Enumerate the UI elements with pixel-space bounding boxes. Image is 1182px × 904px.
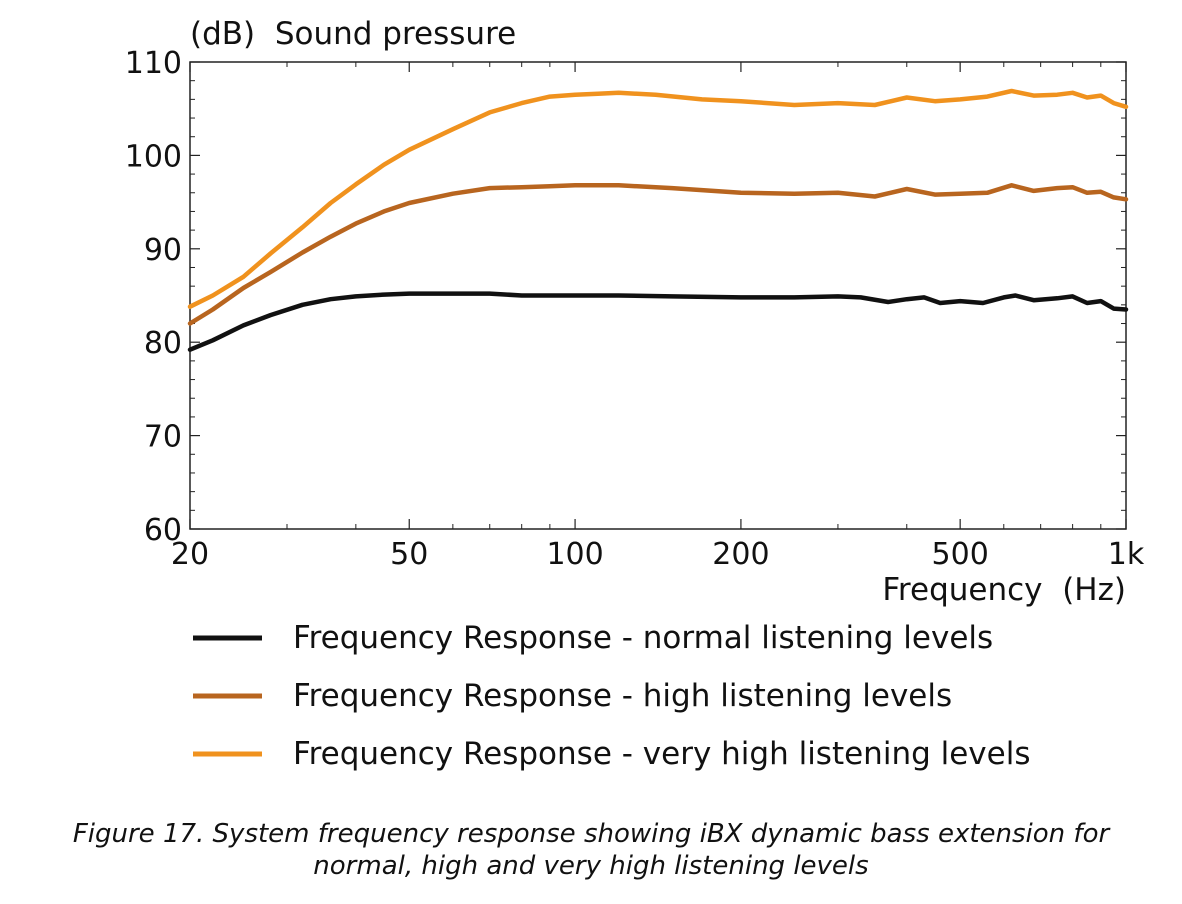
- y-tick-label: 80: [144, 326, 182, 361]
- x-axis-ticks: 20 50 100 200 500 1k: [171, 62, 1145, 572]
- legend-label-3: Frequency Response - very high listening…: [293, 736, 1031, 772]
- series-line-1: [187, 291, 1129, 352]
- y-tick-label: 70: [144, 420, 182, 455]
- x-tick-label: 100: [546, 537, 603, 572]
- frequency-response-chart: 60 70 80 90 100 110 20 50 100 200 500 1k (dB) Soun…: [125, 16, 1145, 772]
- legend-label-2: Frequency Response - high listening leve…: [293, 678, 952, 714]
- x-tick-label: 200: [712, 537, 769, 572]
- x-tick-label: 20: [171, 537, 209, 572]
- x-tick-label: 50: [390, 537, 428, 572]
- y-axis-ticks: 60 70 80 90 100 110: [125, 46, 1126, 548]
- legend: Frequency Response - normal listening le…: [193, 620, 1031, 772]
- series-line-3: [187, 88, 1129, 309]
- caption-line-2: normal, high and very high listening lev…: [313, 851, 869, 881]
- x-axis-label: Frequency (Hz): [882, 572, 1126, 608]
- x-tick-label: 1k: [1108, 537, 1145, 572]
- y-axis-label: (dB) Sound pressure: [190, 16, 516, 52]
- series-lines: [187, 88, 1129, 352]
- x-tick-label: 500: [932, 537, 989, 572]
- y-tick-label: 60: [144, 513, 182, 548]
- plot-frame: [189, 61, 1127, 530]
- caption-line-1: Figure 17. System frequency response sho…: [72, 819, 1110, 849]
- minor-ticks: [190, 62, 1126, 529]
- y-tick-label: 110: [125, 46, 182, 81]
- y-tick-label: 90: [144, 233, 182, 268]
- y-tick-label: 100: [125, 139, 182, 174]
- legend-label-1: Frequency Response - normal listening le…: [293, 620, 993, 656]
- series-line-2: [187, 183, 1129, 326]
- figure-caption: Figure 17. System frequency response sho…: [0, 818, 1182, 882]
